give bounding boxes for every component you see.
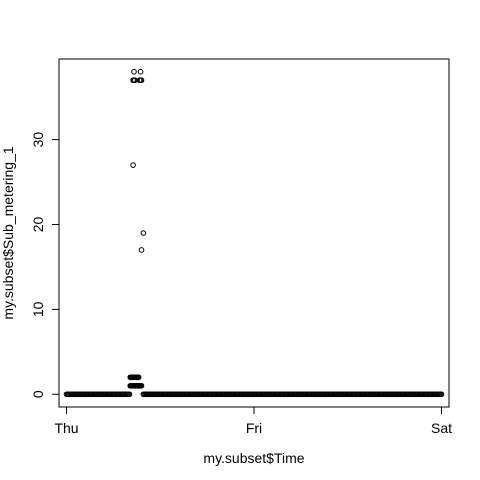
data-point bbox=[137, 68, 144, 75]
data-point bbox=[138, 382, 145, 389]
x-axis: Thu Fri Sat bbox=[54, 406, 452, 436]
data-point bbox=[140, 230, 147, 236]
x-tick-label: Fri bbox=[246, 420, 262, 436]
data-point bbox=[126, 391, 133, 398]
x-axis-label: my.subset$Time bbox=[203, 450, 304, 466]
x-tick-label: Thu bbox=[54, 420, 78, 436]
data-point bbox=[130, 162, 136, 168]
data-point bbox=[135, 374, 142, 381]
data-point bbox=[138, 247, 145, 253]
data-point bbox=[138, 77, 145, 84]
y-tick-label: 30 bbox=[30, 132, 46, 148]
y-tick-label: 10 bbox=[30, 301, 46, 317]
y-axis-label: my.subset$Sub_metering_1 bbox=[0, 146, 16, 319]
data-point bbox=[438, 391, 445, 398]
y-axis: 0 10 20 30 bbox=[30, 132, 60, 398]
y-tick-label: 20 bbox=[30, 217, 46, 233]
y-tick-label: 0 bbox=[30, 390, 46, 398]
points-layer bbox=[63, 68, 445, 398]
x-tick-label: Sat bbox=[431, 420, 452, 436]
data-point bbox=[131, 68, 137, 75]
